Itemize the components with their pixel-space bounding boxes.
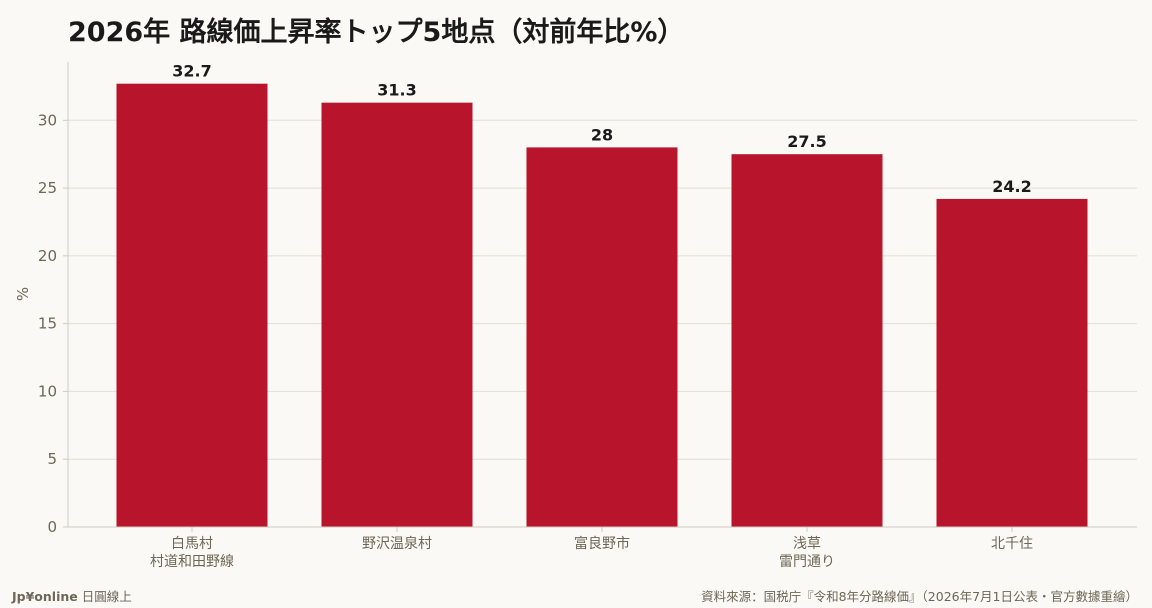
y-tick-label: 25	[38, 179, 57, 197]
bar	[731, 154, 883, 527]
bar	[321, 102, 473, 527]
x-tick-label: 雷門通り	[779, 554, 835, 570]
data-label: 28	[591, 125, 613, 144]
brand-suffix: 日圓線上	[81, 589, 132, 604]
data-label: 32.7	[172, 62, 211, 81]
x-tick-label: 村道和田野線	[150, 554, 234, 570]
y-tick-label: 30	[38, 111, 57, 129]
footer-source: 資料來源：国税庁『令和8年分路線価』（2026年7月1日公表・官方數據重繪）	[701, 589, 1138, 604]
data-label: 31.3	[377, 81, 416, 100]
bars	[116, 83, 1088, 528]
bar	[116, 83, 268, 527]
y-tick-labels: 0 5 10 15 20 25 30	[38, 111, 68, 536]
data-label: 27.5	[787, 132, 826, 151]
y-tick-label: 15	[38, 315, 57, 333]
data-label: 24.2	[992, 177, 1031, 196]
y-axis-label: %	[14, 287, 32, 301]
x-tick-label: 白馬村	[171, 536, 213, 552]
data-labels: 32.7 31.3 28 27.5 24.2	[172, 62, 1031, 196]
footer-brand: Jp¥online 日圓線上	[12, 586, 132, 605]
bar	[526, 147, 678, 528]
y-tick-label: 20	[38, 247, 57, 265]
y-tick-label: 0	[47, 518, 57, 536]
bar	[936, 198, 1088, 527]
y-tick-label: 10	[38, 382, 57, 400]
x-tick-label: 野沢温泉村	[362, 535, 432, 552]
x-tick-label: 北千住	[991, 536, 1033, 552]
x-tick-label: 浅草	[793, 536, 821, 552]
brand-name: Jp¥online	[12, 589, 78, 604]
chart-title: 2026年 路線価上昇率トップ5地点（対前年比%）	[68, 17, 685, 48]
y-tick-label: 5	[47, 450, 57, 468]
x-tick-label: 富良野市	[574, 535, 630, 552]
